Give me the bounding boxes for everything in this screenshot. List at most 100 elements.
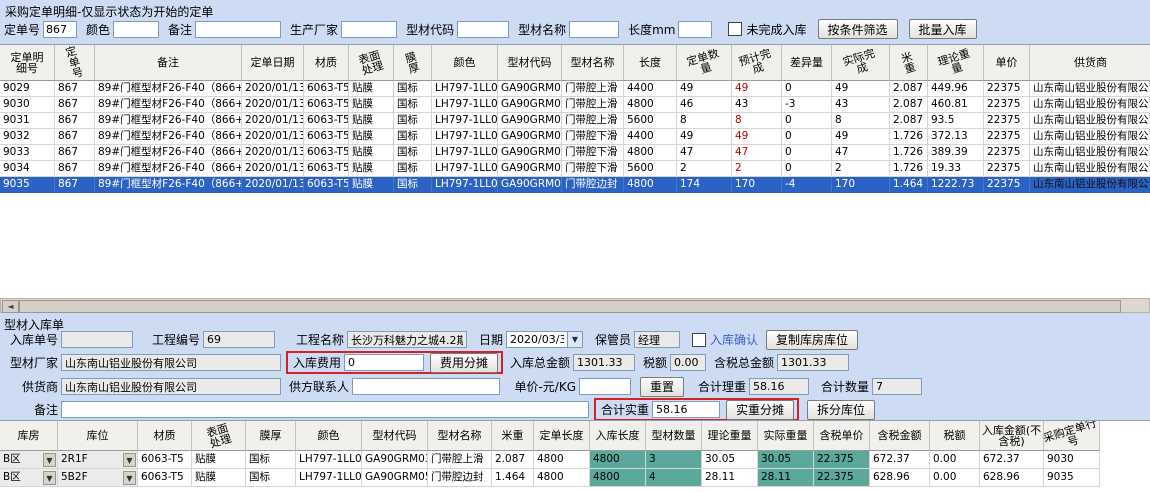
filter-input-5[interactable] (569, 20, 620, 38)
column-header-5[interactable]: 颜色 (296, 421, 362, 451)
remark-field[interactable] (61, 401, 589, 418)
unfinished-inbound-checkbox-group[interactable]: 未完成入库 (728, 21, 807, 38)
location-combo[interactable]: 5B2F ▼ (58, 469, 138, 487)
scrollbar-thumb[interactable] (19, 300, 1121, 313)
warehouse-combo[interactable]: B区 ▼ (0, 469, 58, 487)
fee-share-button[interactable]: 费用分摊 (430, 352, 499, 373)
column-header-8[interactable]: 型材代码 (498, 45, 562, 81)
filter-input-4[interactable] (457, 20, 510, 38)
order-row-9029[interactable]: 902986789#门框型材F26-F40（866+867）2020/01/13… (0, 81, 1150, 97)
date-dropdown-icon[interactable]: ▼ (568, 331, 583, 348)
dropdown-arrow-icon[interactable]: ▼ (43, 452, 56, 467)
filter-by-condition-button[interactable]: 按条件筛选 (817, 19, 898, 39)
filter-input-3[interactable] (341, 20, 398, 38)
split-location-button[interactable]: 拆分库位 (807, 399, 876, 420)
column-header-17[interactable]: 入库金额(不 含税) (980, 421, 1044, 451)
column-header-12[interactable]: 理论重量 (702, 421, 758, 451)
column-header-14[interactable]: 实际完 成 (832, 45, 890, 81)
warehouse-combo[interactable]: B区 ▼ (0, 451, 58, 469)
column-header-10[interactable]: 长度 (624, 45, 677, 81)
column-header-1[interactable]: 定 单 号 (55, 45, 95, 81)
dropdown-arrow-icon[interactable]: ▼ (123, 452, 136, 467)
order-cell: GA90GRM04 (498, 161, 562, 177)
column-header-8[interactable]: 米重 (492, 421, 534, 451)
column-header-9[interactable]: 型材名称 (562, 45, 624, 81)
column-header-15[interactable]: 含税金额 (870, 421, 930, 451)
inbound-detail-grid: 库房 库位 材质 表面 处理 膜厚 颜色 型材代码 型材名称 米重 定单长度 入库长度 型材数量 理论重… (0, 420, 1150, 492)
filter-input-1[interactable] (113, 20, 160, 38)
column-header-16[interactable]: 税额 (930, 421, 980, 451)
order-row-9030[interactable]: 903086789#门框型材F26-F40（866+867）2020/01/13… (0, 97, 1150, 113)
horizontal-scrollbar[interactable]: ◄ (0, 298, 1150, 313)
dropdown-arrow-icon[interactable]: ▼ (123, 470, 136, 485)
unfinished-inbound-checkbox[interactable] (728, 22, 743, 36)
total-theory-weight-field[interactable] (749, 378, 810, 395)
column-header-7[interactable]: 型材名称 (428, 421, 492, 451)
column-header-11[interactable]: 型材数量 (646, 421, 702, 451)
reset-button[interactable]: 重置 (640, 376, 685, 397)
column-header-3[interactable]: 表面 处理 (192, 421, 246, 451)
column-header-17[interactable]: 单价 (984, 45, 1030, 81)
column-header-9[interactable]: 定单长度 (534, 421, 590, 451)
column-header-6[interactable]: 膜 厚 (394, 45, 432, 81)
column-header-11[interactable]: 定单数 量 (677, 45, 732, 81)
tax-field[interactable] (670, 354, 707, 371)
location-combo[interactable]: 2R1F ▼ (58, 451, 138, 469)
filter-input-0[interactable] (43, 20, 78, 38)
order-cell: GA90GRM03 (498, 81, 562, 97)
order-row-9035[interactable]: 903586789#门框型材F26-F40（866+867）2020/01/13… (0, 177, 1150, 193)
inbound-no-field[interactable] (61, 331, 133, 348)
column-header-4[interactable]: 膜厚 (246, 421, 296, 451)
supplier-field[interactable] (61, 378, 281, 395)
project-no-field[interactable] (203, 331, 275, 348)
date-field[interactable] (506, 331, 568, 348)
order-cell: 5600 (624, 113, 677, 129)
filter-input-6[interactable] (678, 20, 713, 38)
actual-weight-share-button[interactable]: 实重分摊 (726, 399, 795, 420)
total-amount-field[interactable] (573, 354, 636, 371)
supplier-contact-field[interactable] (352, 378, 500, 395)
scroll-left-arrow-icon[interactable]: ◄ (2, 300, 19, 313)
order-row-9033[interactable]: 903386789#门框型材F26-F40（866+867）2020/01/13… (0, 145, 1150, 161)
order-row-9031[interactable]: 903186789#门框型材F26-F40（866+867）2020/01/13… (0, 113, 1150, 129)
column-header-18[interactable]: 供货商 (1030, 45, 1150, 81)
column-header-0[interactable]: 定单明 细号 (0, 45, 55, 81)
inbound-row-9030[interactable]: B区 ▼ 2R1F ▼ 6063-T5 贴膜 国标 LH797-1LL0 GA90GRM03 门带… (0, 451, 1150, 469)
inbound-confirm-checkbox[interactable] (692, 332, 706, 347)
project-name-field[interactable] (347, 331, 467, 348)
total-actual-weight-field[interactable] (652, 401, 720, 418)
column-header-1[interactable]: 库位 (58, 421, 138, 451)
batch-inbound-button[interactable]: 批量入库 (908, 19, 977, 39)
filter-input-2[interactable] (195, 20, 282, 38)
column-header-0[interactable]: 库房 (0, 421, 58, 451)
copy-warehouse-location-button[interactable]: 复制库房库位 (766, 329, 859, 350)
column-header-7[interactable]: 颜色 (432, 45, 498, 81)
column-header-18[interactable]: 采购定单行 号 (1044, 421, 1100, 451)
inbound-row-9035[interactable]: B区 ▼ 5B2F ▼ 6063-T5 贴膜 国标 LH797-1LL0 GA90GRM05 门带… (0, 469, 1150, 487)
factory-field[interactable] (61, 354, 281, 371)
order-cell: 贴膜 (349, 145, 394, 161)
keeper-field[interactable] (634, 331, 680, 348)
order-cell: 49 (732, 81, 782, 97)
column-header-15[interactable]: 米 重 (890, 45, 928, 81)
column-header-4[interactable]: 材质 (304, 45, 349, 81)
inbound-confirm-checkbox-group[interactable]: 入库确认 (692, 331, 758, 348)
total-qty-field[interactable] (872, 378, 923, 395)
column-header-2[interactable]: 材质 (138, 421, 192, 451)
column-header-14[interactable]: 含税单价 (814, 421, 870, 451)
column-header-6[interactable]: 型材代码 (362, 421, 428, 451)
column-header-10[interactable]: 入库长度 (590, 421, 646, 451)
tax-included-total-field[interactable] (777, 354, 850, 371)
fee-field[interactable] (344, 354, 424, 371)
column-header-16[interactable]: 理论重 量 (928, 45, 984, 81)
column-header-13[interactable]: 实际重量 (758, 421, 814, 451)
column-header-13[interactable]: 差异量 (782, 45, 832, 81)
column-header-12[interactable]: 预计完 成 (732, 45, 782, 81)
dropdown-arrow-icon[interactable]: ▼ (43, 470, 56, 485)
order-row-9032[interactable]: 903286789#门框型材F26-F40（866+867）2020/01/13… (0, 129, 1150, 145)
column-header-2[interactable]: 备注 (95, 45, 242, 81)
order-row-9034[interactable]: 903486789#门框型材F26-F40（866+867）2020/01/13… (0, 161, 1150, 177)
column-header-3[interactable]: 定单日期 (242, 45, 304, 81)
column-header-5[interactable]: 表面 处理 (349, 45, 394, 81)
unit-price-field[interactable] (579, 378, 631, 395)
